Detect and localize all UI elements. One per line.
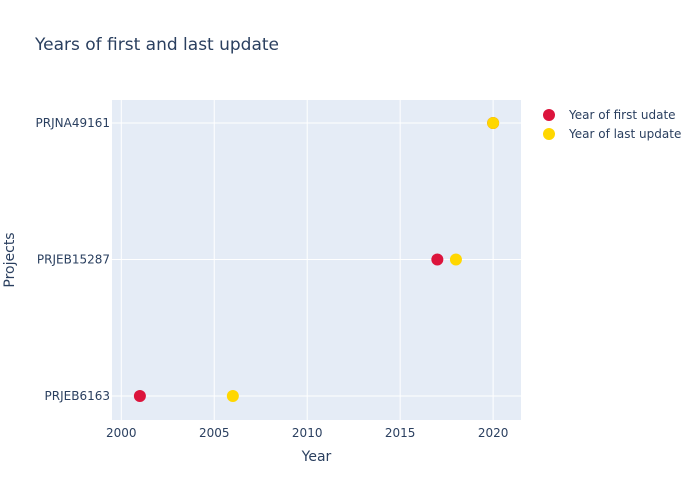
data-points xyxy=(133,117,500,402)
legend-label: Year of last update xyxy=(568,127,681,141)
data-point xyxy=(449,253,462,266)
data-point xyxy=(431,253,444,266)
legend: Year of first udate Year of last update xyxy=(543,108,681,141)
data-point xyxy=(487,117,500,129)
data-point xyxy=(226,390,239,402)
legend-label: Year of first udate xyxy=(568,108,676,122)
legend-marker xyxy=(543,109,555,121)
x-tick-labels: 2000 2005 2010 2015 2020 xyxy=(106,426,508,440)
x-tick-label: 2020 xyxy=(478,426,509,440)
x-tick-label: 2015 xyxy=(385,426,416,440)
x-tick-label: 2010 xyxy=(292,426,323,440)
data-point xyxy=(133,390,146,402)
x-tick-label: 2005 xyxy=(199,426,230,440)
x-axis-title: Year xyxy=(301,449,332,465)
chart-title: Years of first and last update xyxy=(34,35,279,55)
y-tick-label: PRJEB15287 xyxy=(37,253,110,267)
y-tick-labels: PRJEB6163 PRJEB15287 PRJNA49161 xyxy=(36,116,110,403)
y-tick-label: PRJNA49161 xyxy=(36,116,110,130)
y-tick-label: PRJEB6163 xyxy=(45,389,110,403)
legend-marker xyxy=(543,128,555,140)
y-axis-title: Projects xyxy=(2,232,18,287)
x-tick-label: 2000 xyxy=(106,426,137,440)
